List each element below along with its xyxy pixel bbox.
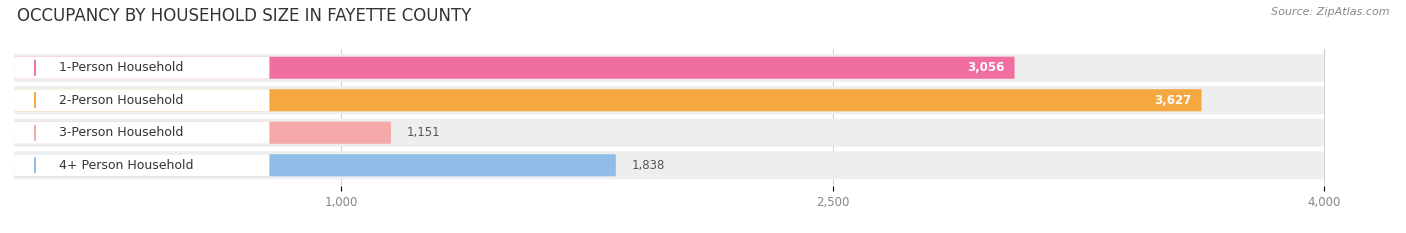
FancyBboxPatch shape xyxy=(14,154,270,176)
Text: 2-Person Household: 2-Person Household xyxy=(59,94,183,107)
FancyBboxPatch shape xyxy=(14,119,1323,147)
Text: 1-Person Household: 1-Person Household xyxy=(59,61,183,74)
Text: 3,627: 3,627 xyxy=(1154,94,1191,107)
Text: 3,056: 3,056 xyxy=(967,61,1004,74)
FancyBboxPatch shape xyxy=(14,86,1323,114)
Text: 1,838: 1,838 xyxy=(631,159,665,172)
Text: Source: ZipAtlas.com: Source: ZipAtlas.com xyxy=(1271,7,1389,17)
FancyBboxPatch shape xyxy=(14,54,1323,82)
FancyBboxPatch shape xyxy=(14,151,1323,179)
FancyBboxPatch shape xyxy=(14,154,616,176)
FancyBboxPatch shape xyxy=(14,89,1202,111)
FancyBboxPatch shape xyxy=(14,122,391,144)
FancyBboxPatch shape xyxy=(14,89,270,111)
Text: 3-Person Household: 3-Person Household xyxy=(59,126,183,139)
FancyBboxPatch shape xyxy=(14,122,270,144)
FancyBboxPatch shape xyxy=(14,57,1015,79)
FancyBboxPatch shape xyxy=(14,57,270,79)
Text: 1,151: 1,151 xyxy=(406,126,440,139)
Text: 4+ Person Household: 4+ Person Household xyxy=(59,159,193,172)
Text: OCCUPANCY BY HOUSEHOLD SIZE IN FAYETTE COUNTY: OCCUPANCY BY HOUSEHOLD SIZE IN FAYETTE C… xyxy=(17,7,471,25)
